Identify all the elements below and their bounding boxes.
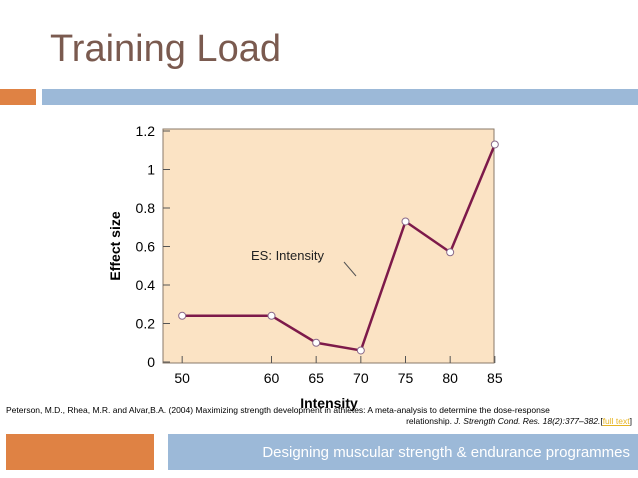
footer-accent-bar-orange xyxy=(6,434,154,470)
data-point xyxy=(401,217,410,226)
data-point xyxy=(446,248,455,257)
x-tick-label: 65 xyxy=(308,370,324,386)
data-point xyxy=(356,346,365,355)
x-tick-label: 80 xyxy=(442,370,458,386)
x-tick-label: 70 xyxy=(353,370,369,386)
y-axis-label: Effect size xyxy=(107,211,123,280)
series-es-intensity xyxy=(178,140,499,355)
data-point xyxy=(490,140,499,149)
y-tick-label: 0.8 xyxy=(136,200,156,216)
y-tick-label: 0.4 xyxy=(136,277,156,293)
citation-journal: J. Strength Cond. Res. 18(2):377–382. xyxy=(454,416,601,426)
annotation-label: ES: Intensity xyxy=(251,248,324,263)
y-tick-label: 0.6 xyxy=(136,239,156,255)
y-tick-label: 0 xyxy=(147,354,155,370)
citation-line-1: Peterson, M.D., Rhea, M.R. and Alvar,B.A… xyxy=(6,405,550,415)
citation-bracket-close: ] xyxy=(629,416,632,426)
citation-relationship: relationship. xyxy=(406,416,455,426)
data-point xyxy=(312,338,321,347)
citation-line-2: relationship. J. Strength Cond. Res. 18(… xyxy=(6,416,632,427)
x-tick-label: 60 xyxy=(264,370,280,386)
data-point xyxy=(178,311,187,320)
citation-bracket-open: [ xyxy=(600,416,603,426)
y-axis: 0 0.2 0.4 0.6 0.8 1 1.2 xyxy=(136,123,170,370)
data-point xyxy=(267,311,276,320)
title-accent-bar-orange xyxy=(0,89,36,105)
full-text-link[interactable]: full text xyxy=(602,416,630,426)
x-tick-label: 75 xyxy=(398,370,414,386)
x-tick-label: 85 xyxy=(487,370,503,386)
citation: Peterson, M.D., Rhea, M.R. and Alvar,B.A… xyxy=(6,405,632,427)
footer-text: Designing muscular strength & endurance … xyxy=(262,443,630,461)
slide-title: Training Load xyxy=(50,28,281,70)
y-tick-label: 0.2 xyxy=(136,316,156,332)
plot-area xyxy=(162,128,495,364)
x-axis-label: Intensity xyxy=(300,395,358,411)
x-axis: 50 60 65 70 75 80 85 xyxy=(174,356,503,386)
title-accent-bar-blue xyxy=(42,89,638,105)
y-tick-label: 1.2 xyxy=(136,123,156,139)
annotation-leader-line xyxy=(343,261,357,277)
y-tick-label: 1 xyxy=(147,162,155,178)
footer-bar: Designing muscular strength & endurance … xyxy=(168,434,638,470)
x-tick-label: 50 xyxy=(174,370,190,386)
